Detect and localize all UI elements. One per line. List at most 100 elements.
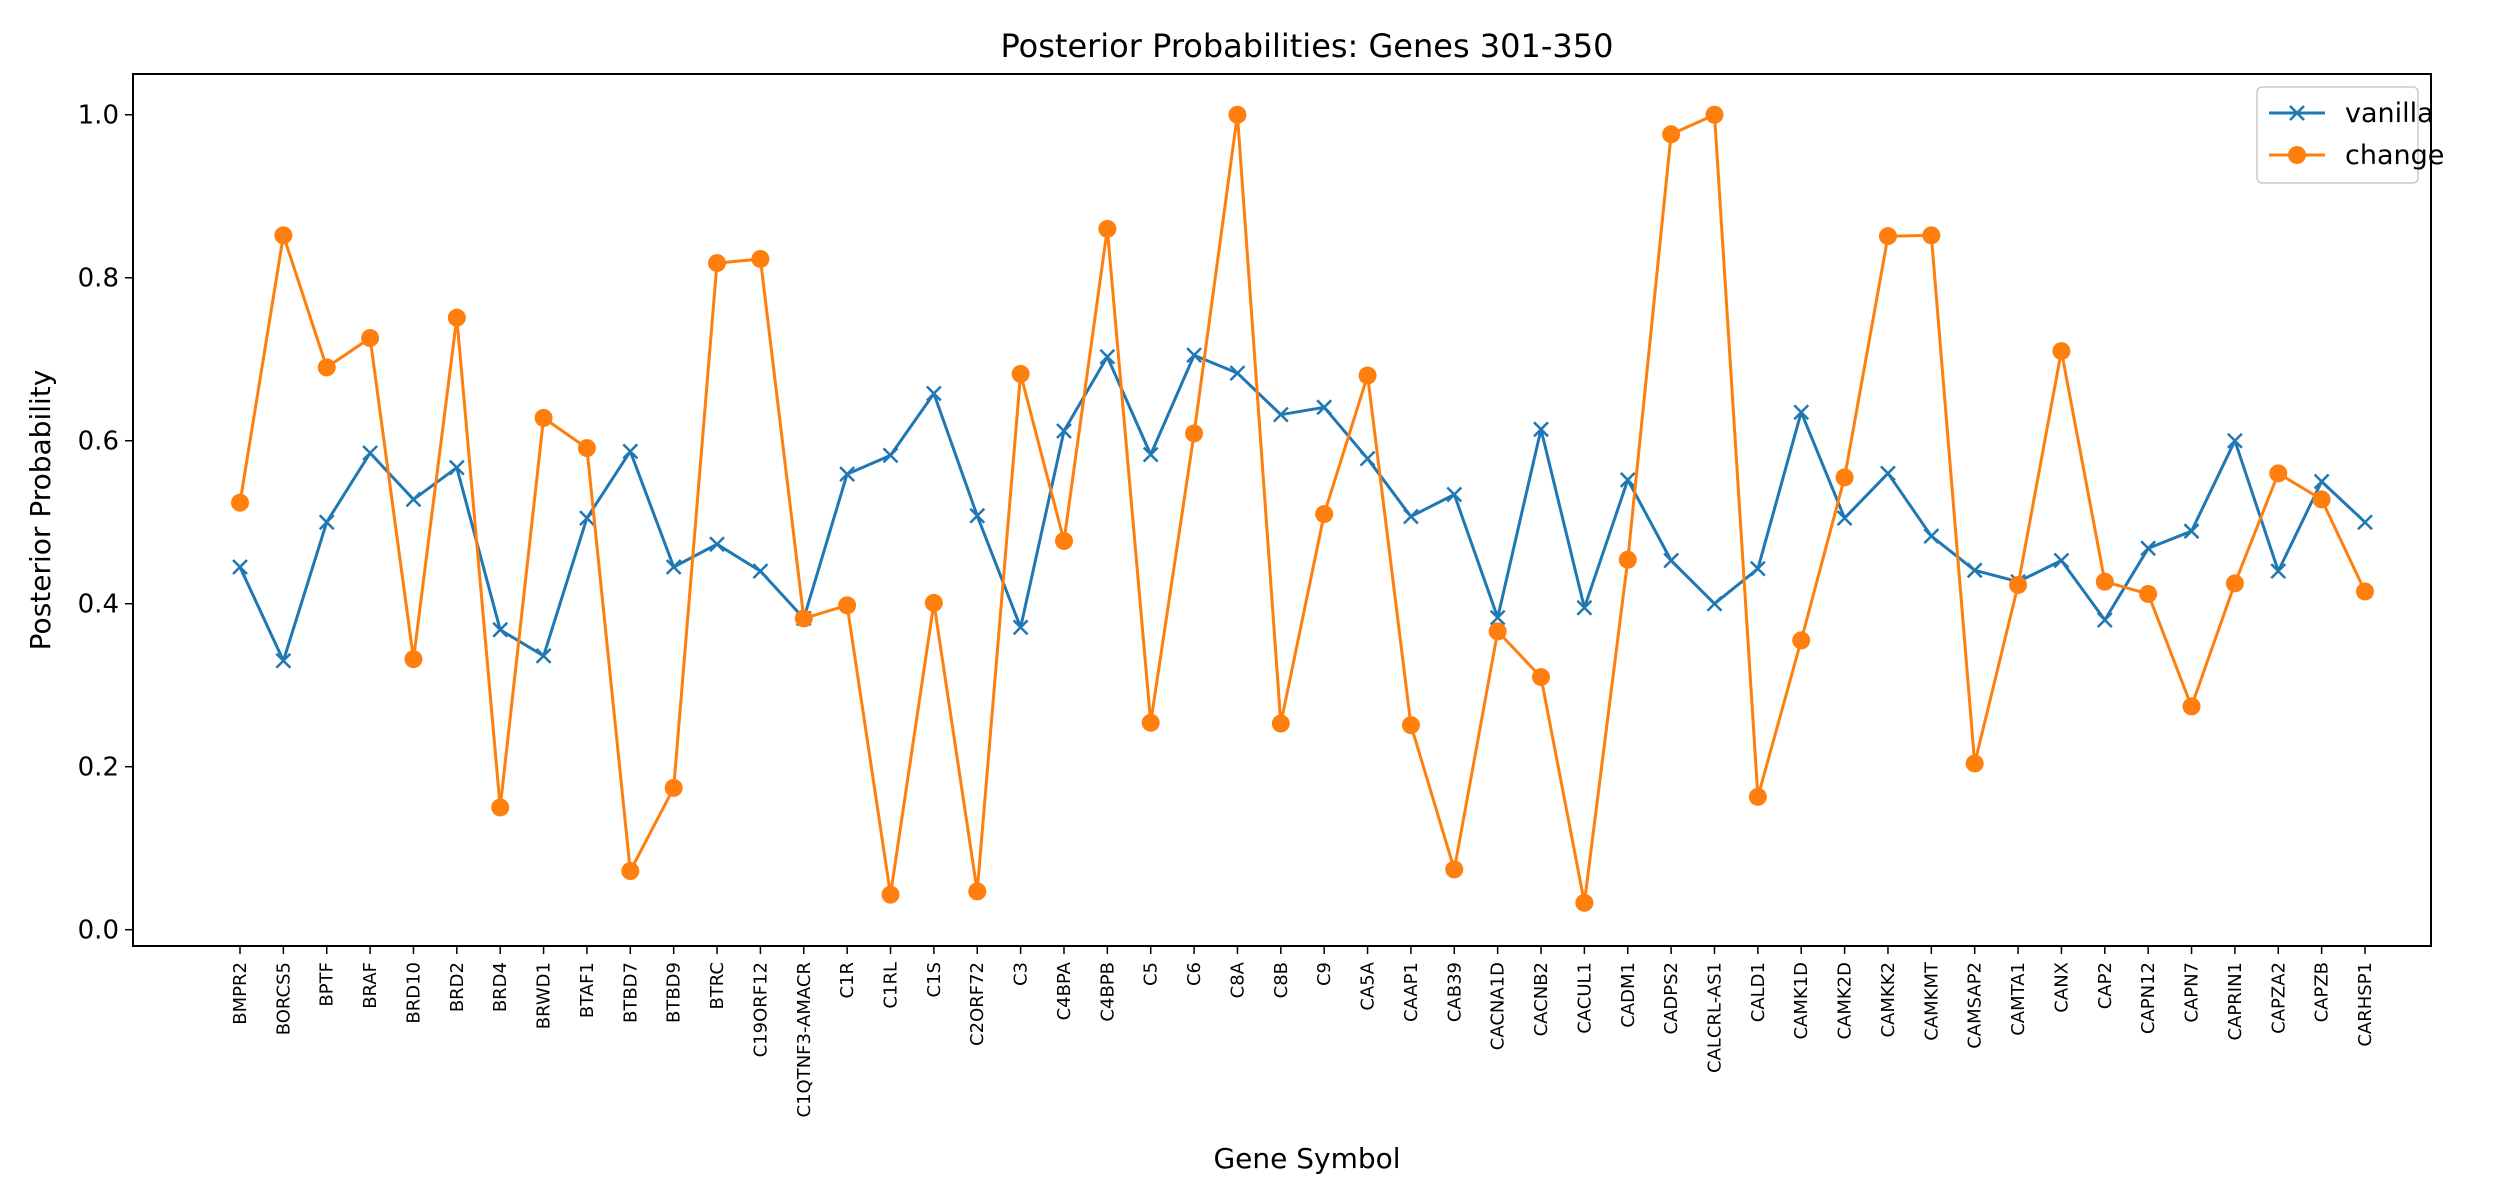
data-point-change (1011, 364, 1030, 383)
data-point-change (881, 885, 900, 904)
data-point-vanilla (1056, 423, 1072, 439)
data-point-vanilla (448, 459, 465, 476)
x-tick-label: CALCRL-AS1 (1704, 962, 1725, 1073)
legend-marker-change (2288, 146, 2306, 164)
x-tick-label: CACNA1D (1488, 962, 1509, 1050)
y-tick-label: 0.0 (78, 916, 119, 946)
x-tick-label: CAPRIN1 (2225, 962, 2246, 1040)
data-point-vanilla (2183, 523, 2200, 540)
x-tick-label: C3 (1011, 962, 1032, 986)
data-point-change (1271, 714, 1290, 733)
data-point-vanilla (1880, 465, 1896, 482)
data-point-change (2009, 575, 2028, 594)
data-point-vanilla (1619, 471, 1636, 488)
y-tick-label: 0.2 (78, 753, 119, 783)
data-point-change (534, 408, 553, 427)
data-point-vanilla (665, 559, 682, 575)
data-point-vanilla (492, 621, 509, 638)
data-point-vanilla (275, 652, 292, 669)
data-point-change (361, 329, 380, 348)
data-point-vanilla (579, 510, 595, 527)
data-point-change (924, 593, 943, 612)
x-tick-label: C19ORF12 (750, 962, 771, 1057)
data-point-change (577, 439, 596, 458)
data-point-change (2139, 584, 2158, 603)
data-point-vanilla (2313, 473, 2330, 490)
data-point-change (1445, 860, 1464, 879)
legend: vanilla change (2256, 86, 2444, 184)
data-point-change (621, 862, 640, 881)
data-point-vanilla (1403, 508, 1419, 525)
plot-frame (132, 73, 2432, 947)
legend-marker-vanilla (2289, 105, 2305, 121)
data-point-vanilla (2140, 540, 2157, 557)
y-tick-label: 1.0 (78, 101, 119, 131)
data-point-change (491, 798, 510, 817)
x-tick-label: C8A (1227, 961, 1248, 998)
x-axis: BMPR2 BORCS5 BPTF BRAF BRD10 BRD2 BRD4 BRWD1 BTA… (230, 946, 2376, 1117)
x-tick-label: CAPN7 (2182, 962, 2203, 1023)
data-point-change (1878, 227, 1897, 246)
data-point-vanilla (709, 536, 725, 553)
x-tick-label: CACUL1 (1574, 962, 1595, 1034)
data-point-change (2182, 697, 2201, 716)
data-point-vanilla (2357, 514, 2373, 531)
data-point-change (1835, 468, 1854, 487)
data-point-vanilla (1923, 528, 1940, 544)
data-point-change (794, 609, 813, 628)
data-point-change (1922, 226, 1941, 245)
x-tick-label: BRAF (360, 962, 381, 1009)
data-point-vanilla (882, 447, 899, 464)
x-tick-label: CARHSP1 (2355, 962, 2376, 1047)
x-tick-label: CAPZB (2312, 962, 2333, 1022)
data-point-change (1488, 622, 1507, 641)
data-point-vanilla (1229, 365, 1246, 381)
data-point-change (1965, 754, 1984, 773)
data-point-vanilla (1186, 347, 1202, 364)
data-point-change (751, 249, 770, 268)
x-tick-label: BRD4 (490, 962, 511, 1012)
legend-label-change: change (2345, 140, 2444, 171)
data-point-change (1662, 125, 1681, 144)
y-tick-label: 0.8 (78, 264, 119, 294)
data-point-change (1792, 631, 1811, 650)
data-point-change (404, 650, 423, 669)
x-tick-label: CA5A (1358, 961, 1379, 1010)
data-point-vanilla (2053, 552, 2070, 569)
y-axis-label: Posterior Probability (24, 370, 57, 651)
data-point-vanilla (1272, 406, 1289, 423)
y-tick-label: 0.4 (78, 590, 119, 620)
data-point-change (1575, 893, 1594, 912)
data-point-change (447, 308, 466, 327)
y-axis: 0.0 0.2 0.4 0.6 0.8 1.0 (78, 101, 133, 946)
data-point-change (1185, 424, 1204, 443)
x-tick-label: BTBD9 (664, 962, 685, 1023)
x-tick-label: BMPR2 (230, 962, 251, 1025)
x-tick-label: BRWD1 (534, 962, 555, 1029)
x-tick-label: C9 (1314, 962, 1335, 986)
data-point-vanilla (1489, 609, 1506, 626)
x-tick-label: CACNB2 (1531, 962, 1552, 1036)
x-tick-label: CALD1 (1748, 962, 1769, 1022)
data-point-vanilla (1446, 486, 1463, 503)
data-point-change (1141, 713, 1160, 732)
data-point-change (2312, 490, 2331, 509)
data-point-change (1098, 219, 1117, 238)
x-tick-label: BORCS5 (273, 962, 294, 1035)
x-tick-label: C1QTNF3-AMACR (794, 962, 815, 1117)
x-tick-label: C1RL (881, 962, 902, 1009)
data-point-vanilla (1316, 399, 1333, 416)
data-point-vanilla (2096, 612, 2113, 628)
x-tick-label: CADPS2 (1661, 962, 1682, 1034)
x-tick-label: C6 (1184, 962, 1205, 986)
data-point-vanilla (1576, 599, 1593, 616)
x-tick-label: CAMKMT (1921, 961, 1942, 1041)
data-point-change (1618, 550, 1637, 569)
x-tick-label: CAPZA2 (2268, 962, 2289, 1034)
x-tick-label: CAB39 (1444, 962, 1465, 1022)
legend-label-vanilla: vanilla (2345, 98, 2434, 129)
data-point-change (1054, 531, 1073, 550)
data-point-change (1532, 668, 1551, 687)
